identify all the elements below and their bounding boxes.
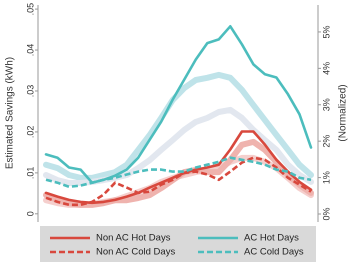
y2-tick-label: 5% (321, 25, 331, 38)
y-axis-label: Estimated Savings (kWh) (5, 57, 16, 169)
y2-tick-label: 3% (321, 98, 331, 111)
y2-axis-label: (Normalized) (338, 84, 349, 141)
legend-box (40, 226, 316, 262)
y2-tick-label: 4% (321, 62, 331, 75)
y-tick-label: .03 (25, 85, 35, 98)
legend-label: Non AC Hot Days (96, 233, 171, 244)
series-line (45, 156, 312, 207)
series-line (43, 71, 314, 181)
y-tick-label: .01 (25, 167, 35, 180)
legend-label: AC Hot Days (244, 233, 299, 244)
y2-tick-label: 1% (321, 171, 331, 184)
y2-tick-label: 0% (321, 207, 331, 220)
y-tick-label: .05 (25, 3, 35, 16)
legend-label: AC Cold Days (244, 247, 304, 258)
legend-label: Non AC Cold Days (96, 247, 175, 258)
y-tick-label: .02 (25, 126, 35, 139)
series-line (45, 156, 312, 189)
y-tick-label: 0 (25, 211, 35, 216)
y2-tick-label: 2% (321, 135, 331, 148)
series-line (44, 25, 313, 184)
y-tick-label: .04 (25, 44, 35, 57)
